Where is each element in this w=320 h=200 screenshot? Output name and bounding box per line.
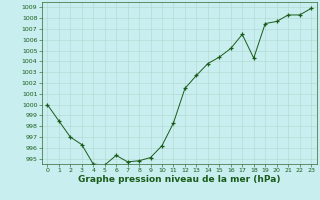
X-axis label: Graphe pression niveau de la mer (hPa): Graphe pression niveau de la mer (hPa) [78, 175, 280, 184]
